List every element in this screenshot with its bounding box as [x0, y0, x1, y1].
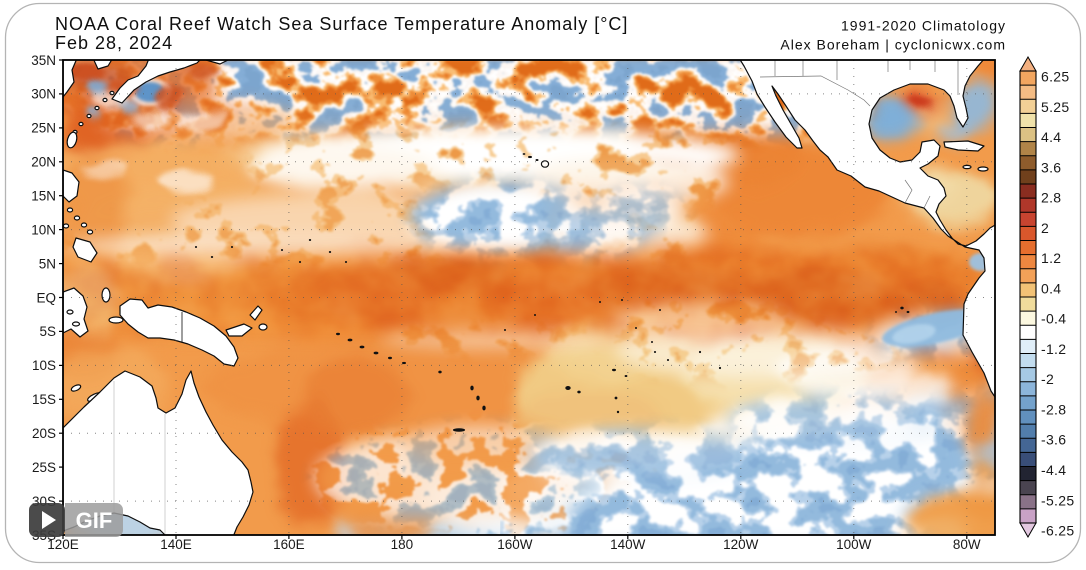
svg-text:25S: 25S — [32, 460, 56, 475]
svg-text:10N: 10N — [31, 222, 56, 237]
svg-text:GIF: GIF — [76, 508, 113, 533]
svg-text:30N: 30N — [31, 87, 56, 102]
svg-text:-2: -2 — [1041, 371, 1054, 387]
svg-text:EQ: EQ — [36, 290, 56, 305]
svg-text:3.6: 3.6 — [1041, 159, 1061, 175]
svg-text:20N: 20N — [31, 155, 56, 170]
svg-text:120E: 120E — [47, 537, 79, 552]
svg-text:140E: 140E — [160, 537, 192, 552]
svg-text:6.25: 6.25 — [1041, 69, 1069, 85]
svg-text:35N: 35N — [31, 53, 56, 68]
svg-text:5.25: 5.25 — [1041, 99, 1069, 115]
svg-text:160W: 160W — [497, 537, 533, 552]
svg-text:160E: 160E — [273, 537, 305, 552]
svg-text:0.4: 0.4 — [1041, 280, 1061, 296]
svg-text:4.4: 4.4 — [1041, 129, 1061, 145]
svg-text:100W: 100W — [836, 537, 872, 552]
svg-text:2.8: 2.8 — [1041, 190, 1061, 206]
svg-text:Feb 28, 2024: Feb 28, 2024 — [55, 33, 173, 53]
svg-text:-5.25: -5.25 — [1041, 492, 1074, 508]
svg-text:120W: 120W — [723, 537, 759, 552]
svg-text:140W: 140W — [610, 537, 646, 552]
svg-text:-2.8: -2.8 — [1041, 402, 1066, 418]
svg-text:-6.25: -6.25 — [1041, 523, 1074, 539]
svg-text:80W: 80W — [953, 537, 981, 552]
svg-text:Alex Boreham | cyclonicwx.com: Alex Boreham | cyclonicwx.com — [780, 37, 1006, 53]
svg-text:-4.4: -4.4 — [1041, 462, 1066, 478]
svg-text:180: 180 — [391, 537, 414, 552]
svg-text:10S: 10S — [32, 358, 56, 373]
svg-text:5S: 5S — [39, 324, 56, 339]
svg-text:25N: 25N — [31, 121, 56, 136]
svg-text:5N: 5N — [39, 256, 56, 271]
svg-text:15S: 15S — [32, 392, 56, 407]
svg-text:15N: 15N — [31, 189, 56, 204]
svg-text:-3.6: -3.6 — [1041, 432, 1066, 448]
svg-text:-1.2: -1.2 — [1041, 341, 1066, 357]
svg-text:NOAA Coral Reef Watch Sea Surf: NOAA Coral Reef Watch Sea Surface Temper… — [55, 14, 628, 34]
svg-text:1.2: 1.2 — [1041, 250, 1061, 266]
svg-text:2: 2 — [1041, 220, 1049, 236]
svg-text:1991-2020 Climatology: 1991-2020 Climatology — [841, 18, 1006, 34]
svg-text:20S: 20S — [32, 426, 56, 441]
svg-text:-0.4: -0.4 — [1041, 311, 1066, 327]
